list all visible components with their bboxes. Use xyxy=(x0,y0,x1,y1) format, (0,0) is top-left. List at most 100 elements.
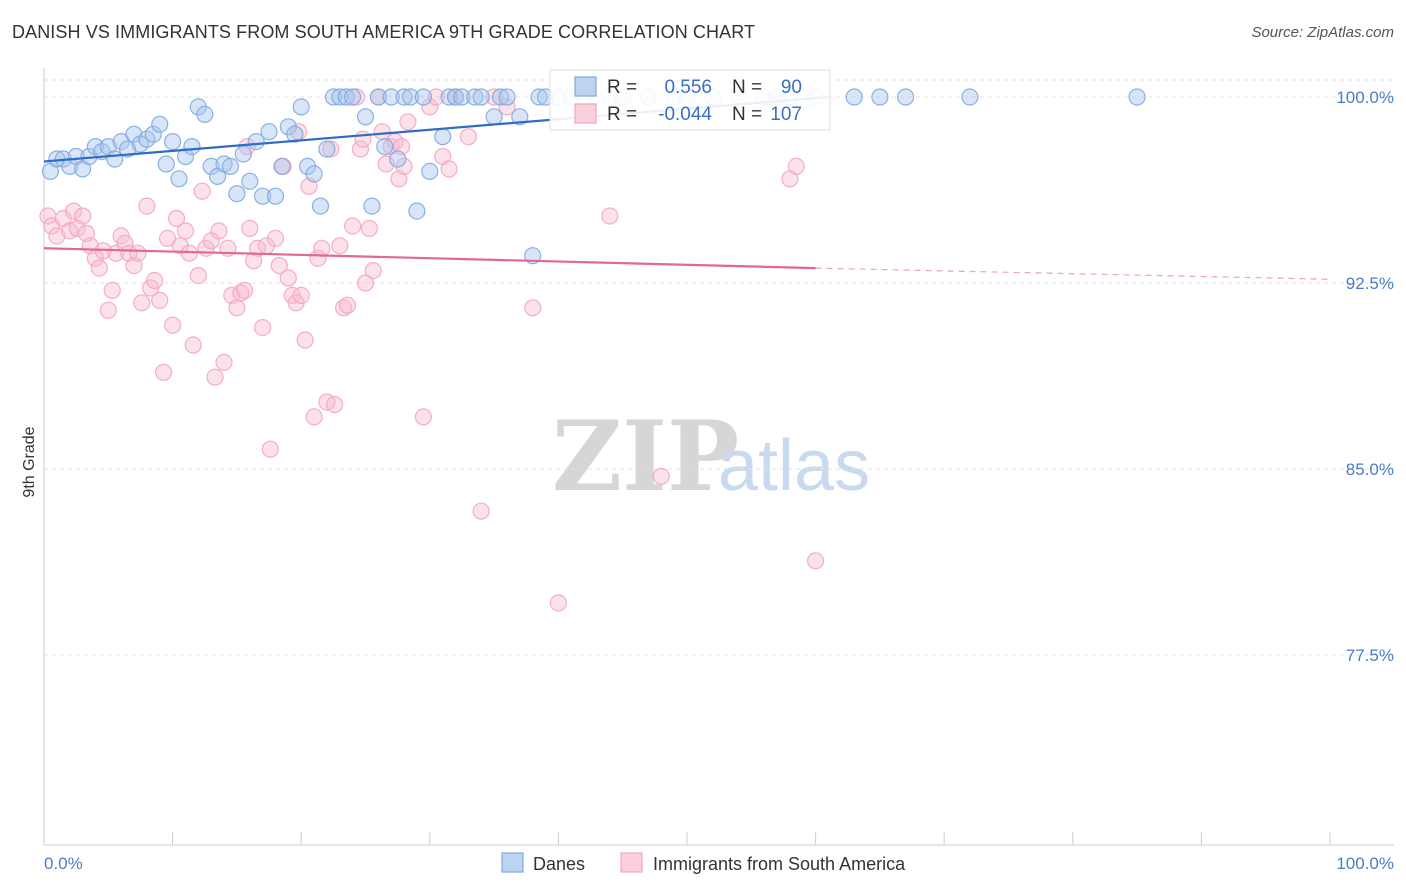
immigrants-point xyxy=(364,262,382,280)
immigrants-point xyxy=(373,123,391,141)
legend-n-value-danes: 90 xyxy=(781,77,802,98)
danes-point xyxy=(491,88,510,106)
immigrants-point xyxy=(427,88,445,106)
danes-point xyxy=(311,197,330,215)
danes-point xyxy=(324,88,342,106)
series-immigrants-points xyxy=(39,88,825,612)
immigrants-point xyxy=(215,353,233,371)
stats-legend-box xyxy=(549,69,831,131)
danes-point xyxy=(164,133,182,151)
danes-point xyxy=(845,88,863,106)
stats-legend: R = 0.556 N = 90 R = -0.044 N = 107 xyxy=(549,69,831,131)
immigrants-point xyxy=(498,98,516,116)
immigrants-point xyxy=(241,219,259,237)
y-tick-label: 85.0% xyxy=(1346,460,1394,479)
y-tick-label: 77.5% xyxy=(1346,646,1394,665)
danes-point xyxy=(382,88,400,106)
y-tick-label: 92.5% xyxy=(1346,274,1394,293)
immigrants-point xyxy=(414,408,432,426)
immigrants-point xyxy=(292,286,310,304)
danes-point xyxy=(414,88,432,106)
immigrants-point xyxy=(206,368,224,386)
immigrants-point xyxy=(787,157,805,175)
immigrants-point xyxy=(184,336,202,354)
immigrants-point xyxy=(652,467,670,485)
immigrants-point xyxy=(48,227,66,245)
x-ticks xyxy=(43,832,1331,845)
danes-point xyxy=(369,88,387,106)
immigrants-point xyxy=(133,294,151,312)
danes-point xyxy=(260,123,278,141)
legend-r-value-immigrants: -0.044 xyxy=(658,104,712,125)
immigrants-point xyxy=(164,316,182,334)
bottom-legend-label-danes: Danes xyxy=(533,854,585,874)
chart-title: DANISH VS IMMIGRANTS FROM SOUTH AMERICA … xyxy=(12,22,756,42)
series-danes-points xyxy=(41,88,1146,265)
immigrants-point xyxy=(360,219,378,237)
immigrants-point xyxy=(296,331,314,349)
legend-r-label-danes: R = xyxy=(607,77,637,98)
legend-n-label-immigrants: N = xyxy=(732,104,762,125)
source-credit: Source: ZipAtlas.com xyxy=(1251,24,1394,41)
bottom-legend-swatch-immigrants xyxy=(620,852,643,873)
legend-r-label-immigrants: R = xyxy=(607,104,637,125)
danes-point xyxy=(234,145,252,163)
immigrants-point xyxy=(146,271,164,290)
danes-point xyxy=(446,88,465,106)
immigrants-point xyxy=(99,301,117,319)
immigrants-point xyxy=(266,229,285,247)
danes-point xyxy=(389,150,407,168)
danes-point xyxy=(247,133,265,151)
danes-point xyxy=(871,88,889,106)
immigrants-point xyxy=(270,257,288,275)
x-tick-label-max: 100.0% xyxy=(1336,854,1394,873)
danes-point xyxy=(376,138,394,156)
danes-point xyxy=(241,172,259,190)
danes-point xyxy=(292,98,310,116)
bottom-legend-label-immigrants: Immigrants from South America xyxy=(653,854,906,874)
danes-point xyxy=(221,157,240,175)
immigrants-point xyxy=(129,244,147,262)
legend-n-label-danes: N = xyxy=(732,77,762,98)
immigrants-point xyxy=(356,274,375,292)
danes-point xyxy=(466,88,484,106)
immigrants-point xyxy=(228,299,246,317)
immigrants-point xyxy=(279,269,297,287)
immigrants-point xyxy=(524,299,542,317)
watermark-atlas: atlas xyxy=(718,426,870,506)
grid-lines xyxy=(44,79,1394,656)
bottom-legend-swatch-danes xyxy=(501,852,524,873)
danes-point xyxy=(273,157,291,175)
immigrants-point xyxy=(103,281,121,299)
danes-point xyxy=(356,108,375,126)
immigrants-point xyxy=(601,207,619,225)
legend-swatch-immigrants xyxy=(574,103,597,124)
immigrants-point xyxy=(459,128,477,146)
watermark-zip: ZIP xyxy=(552,400,739,513)
danes-point xyxy=(331,88,349,106)
danes-point xyxy=(170,170,188,188)
immigrants-trend-line xyxy=(43,247,816,270)
danes-point xyxy=(440,88,458,106)
immigrants-point xyxy=(440,160,458,178)
immigrants-point xyxy=(90,259,108,277)
immigrants-point xyxy=(151,291,169,309)
danes-point xyxy=(118,140,137,158)
danes-point xyxy=(151,115,169,133)
danes-point xyxy=(472,88,490,106)
immigrants-point xyxy=(236,281,254,299)
immigrants-point xyxy=(176,222,195,240)
immigrants-point xyxy=(189,267,207,285)
danes-point xyxy=(125,125,143,143)
immigrants-point xyxy=(351,140,369,158)
series-legend: Danes Immigrants from South America xyxy=(501,852,906,874)
immigrants-point xyxy=(138,197,156,215)
danes-point xyxy=(408,202,426,220)
immigrants-point xyxy=(344,217,362,235)
danes-point xyxy=(1128,88,1146,106)
immigrants-point xyxy=(354,130,372,148)
immigrants-point xyxy=(167,209,186,228)
legend-n-value-immigrants: 107 xyxy=(770,104,802,125)
danes-point xyxy=(896,88,915,106)
